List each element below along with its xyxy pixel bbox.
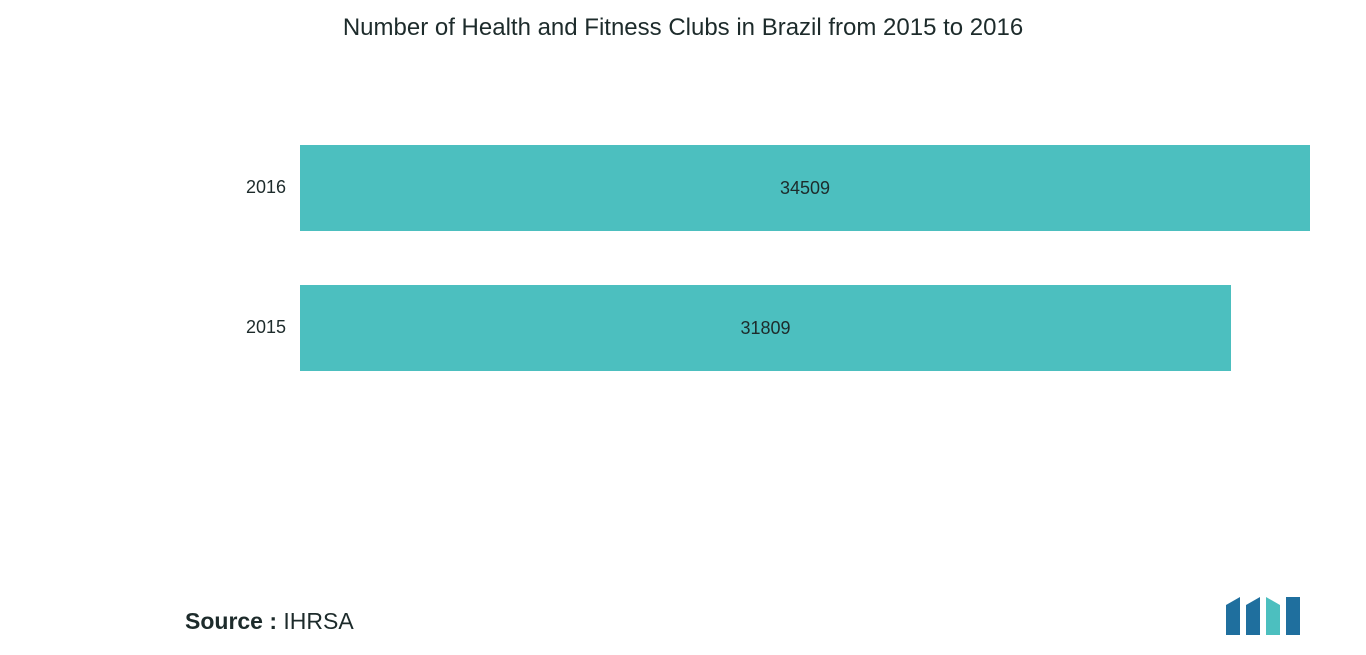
plot-area: 34509 31809 bbox=[300, 70, 1310, 510]
source-label: Source : bbox=[185, 608, 277, 634]
chart-title: Number of Health and Fitness Clubs in Br… bbox=[0, 14, 1366, 42]
source-value: IHRSA bbox=[283, 608, 353, 634]
brand-logo-icon bbox=[1226, 597, 1306, 635]
ytick-0: 2016 bbox=[206, 177, 286, 198]
logo-bars-icon bbox=[1226, 597, 1300, 635]
chart-container: Number of Health and Fitness Clubs in Br… bbox=[0, 0, 1366, 655]
bar-value-1: 31809 bbox=[300, 285, 1231, 371]
bar-row-0: 34509 bbox=[300, 145, 1310, 231]
bar-value-0: 34509 bbox=[300, 145, 1310, 231]
ytick-1: 2015 bbox=[206, 317, 286, 338]
source-line: Source : IHRSA bbox=[185, 608, 354, 635]
bar-row-1: 31809 bbox=[300, 285, 1231, 371]
